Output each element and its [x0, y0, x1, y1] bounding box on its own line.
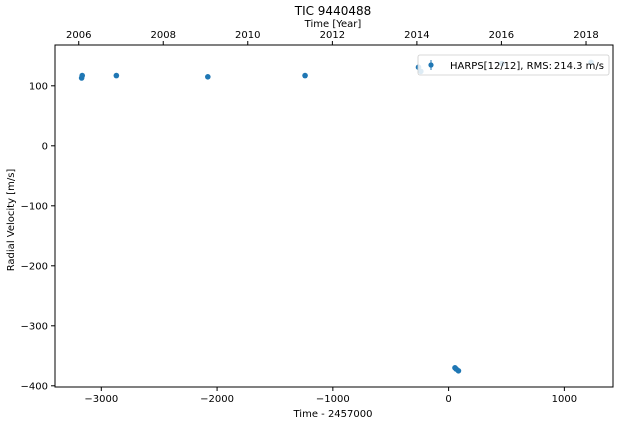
x-axis-label: Time - 2457000: [293, 409, 373, 420]
x-tick-label: −1000: [316, 394, 350, 405]
y-axis-label: Radial Velocity [m/s]: [6, 169, 17, 272]
y-tick-label: −200: [21, 261, 48, 272]
legend-box: [417, 54, 610, 76]
top-x-tick-label: 2018: [573, 30, 598, 41]
chart-title: TIC 9440488: [294, 4, 372, 18]
x-tick-label: −2000: [200, 394, 234, 405]
x-tick-label: 1000: [552, 394, 577, 405]
legend-label: HARPS[12/12], RMS:: [450, 61, 552, 72]
x-tick-label: −3000: [84, 394, 118, 405]
top-x-tick-label: 2008: [151, 30, 176, 41]
x-tick-label: 0: [445, 394, 451, 405]
y-tick-label: −100: [21, 201, 48, 212]
data-point: [79, 72, 86, 79]
legend-rms: 214.3 m/s: [554, 61, 604, 72]
data-point: [302, 72, 308, 79]
data-point: [113, 72, 120, 79]
plot-area: −3000 −2000 −1000 0 10001000−100−200−300−400…: [21, 30, 614, 405]
top-x-tick-label: 2010: [235, 30, 260, 41]
y-tick-label: −300: [21, 321, 48, 332]
top-x-tick-label: 2012: [320, 30, 345, 41]
legend: HARPS[12/12], RMS: 214.3 m/s: [417, 54, 610, 76]
data-point: [455, 368, 462, 374]
plot-frame: [54, 44, 614, 388]
legend-marker: [428, 62, 434, 68]
y-tick-label: −400: [21, 381, 48, 392]
top-x-tick-label: 2014: [404, 30, 429, 41]
y-tick-label: 0: [42, 141, 48, 152]
y-tick-label: 100: [29, 81, 48, 92]
top-x-axis-label: Time [Year]: [304, 19, 362, 30]
data-point: [205, 74, 211, 80]
top-x-tick-label: 2006: [66, 30, 91, 41]
top-x-tick-label: 2016: [489, 30, 514, 41]
